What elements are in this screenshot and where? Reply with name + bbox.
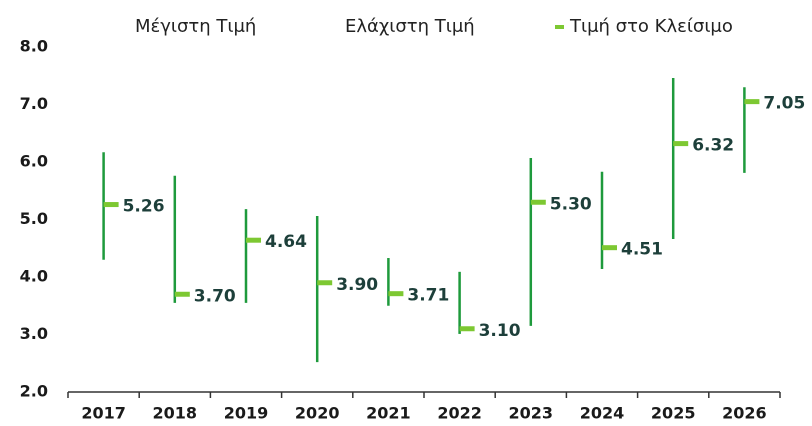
y-tick-label: 5.0 bbox=[20, 209, 48, 228]
x-tick-label: 2023 bbox=[509, 404, 554, 423]
data-label: 6.32 bbox=[692, 136, 734, 156]
data-label: 4.64 bbox=[265, 232, 307, 252]
x-tick-label: 2020 bbox=[295, 404, 340, 423]
x-tick-label: 2018 bbox=[153, 404, 198, 423]
data-label: 3.90 bbox=[336, 275, 378, 295]
y-tick-label: 2.0 bbox=[20, 382, 48, 401]
x-tick-label: 2017 bbox=[81, 404, 126, 423]
x-tick-label: 2026 bbox=[722, 404, 767, 423]
data-label: 3.71 bbox=[407, 286, 449, 306]
x-tick-label: 2024 bbox=[580, 404, 625, 423]
data-label: 3.10 bbox=[479, 321, 521, 341]
y-tick-label: 3.0 bbox=[20, 324, 48, 343]
data-label: 5.26 bbox=[123, 197, 165, 217]
x-tick-label: 2025 bbox=[651, 404, 696, 423]
y-tick-label: 4.0 bbox=[20, 267, 48, 286]
data-label: 3.70 bbox=[194, 286, 236, 306]
y-tick-label: 7.0 bbox=[20, 94, 48, 113]
y-tick-label: 8.0 bbox=[20, 37, 48, 56]
data-label: 5.30 bbox=[550, 194, 592, 214]
data-label: 4.51 bbox=[621, 240, 663, 260]
y-tick-label: 6.0 bbox=[20, 152, 48, 171]
x-tick-label: 2021 bbox=[366, 404, 411, 423]
legend-label: Ελάχιστη Τιμή bbox=[345, 16, 475, 37]
x-tick-label: 2019 bbox=[224, 404, 269, 423]
legend-label: Τιμή στο Κλείσιμο bbox=[569, 16, 733, 37]
legend-label: Μέγιστη Τιμή bbox=[135, 16, 256, 37]
x-tick-label: 2022 bbox=[437, 404, 482, 423]
data-label: 7.05 bbox=[763, 94, 805, 114]
